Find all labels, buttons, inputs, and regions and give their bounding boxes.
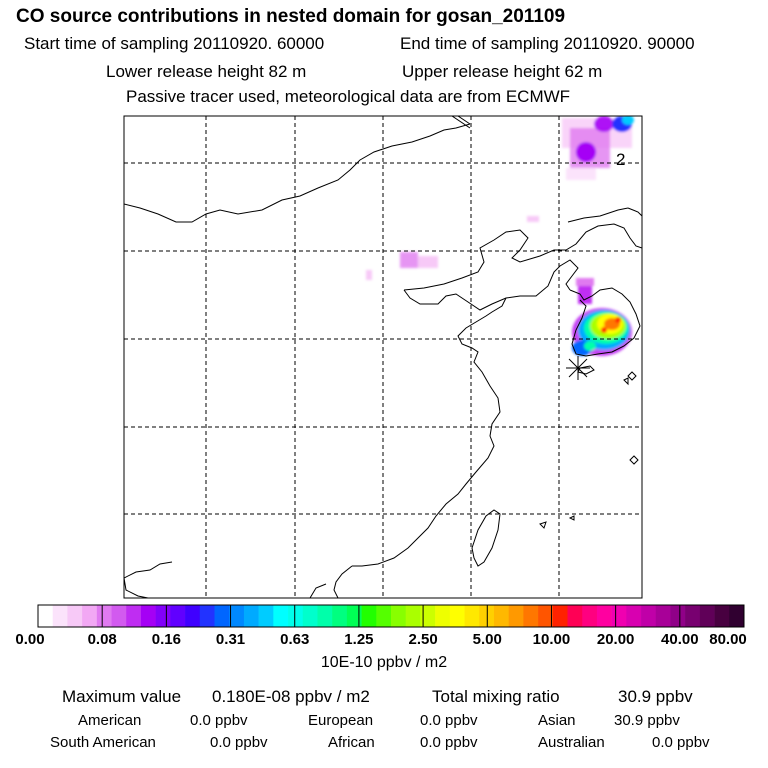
colorbar-cell [538,605,554,627]
colorbar-cell [302,605,318,627]
colorbar-cell [405,605,421,627]
receptor-site-marker [566,356,590,380]
region-name: European [308,712,374,729]
tracer-note-text: Passive tracer used, meteorological data… [126,87,571,106]
colorbar-cell [567,605,583,627]
colorbar-cell [626,605,642,627]
region-name: American [78,712,142,729]
colorbar-frame [37,604,745,628]
colorbar-tick-label: 1.25 [344,631,374,648]
colorbar-tick-label: 2.50 [408,631,438,648]
start-time-text: Start time of sampling 20110920. 60000 [24,34,325,53]
colorbar-cell [714,605,730,627]
colorbar-tick-label: 20.00 [596,631,635,648]
max-value: 0.180E-08 ppbv / m2 [212,687,370,706]
colorbar-cell [523,605,539,627]
colorbar-cell [288,605,304,627]
colorbar [37,605,745,627]
colorbar-tick-label: 0.08 [87,631,117,648]
colorbar-cell [199,605,215,627]
map-frame [123,115,643,599]
colorbar-cell [361,605,377,627]
map-area [124,116,642,598]
colorbar-tick-label: 0.16 [151,631,181,648]
colorbar-tick-label: 0.31 [215,631,246,648]
colorbar-cell [229,605,245,627]
colorbar-cell [508,605,524,627]
colorbar-cell [96,605,112,627]
colorbar-cell [464,605,480,627]
region-value: 30.9 ppbv [614,712,680,729]
colorbar-cell [420,605,436,627]
colorbar-cell [346,605,362,627]
region-value: 0.0 ppbv [210,734,268,751]
colorbar-cell [67,605,83,627]
region-value: 0.0 ppbv [190,712,248,729]
colorbar-cell [332,605,348,627]
colorbar-cell [552,605,568,627]
lat-lon-grid [124,116,642,598]
colorbar-cell [38,605,54,627]
region-value: 0.0 ppbv [420,734,478,751]
concentration-plume [366,116,634,356]
colorbar-cell [493,605,509,627]
colorbar-cell [214,605,230,627]
colorbar-tick-label: 0.63 [280,631,310,648]
region-name: Australian [538,734,605,751]
colorbar-cell [170,605,186,627]
colorbar-cell [435,605,451,627]
colorbar-units: 10E-10 ppbv / m2 [320,654,448,671]
colorbar-cell [670,605,686,627]
colorbar-cell [258,605,274,627]
colorbar-cell [111,605,127,627]
total-mixing-value: 30.9 ppbv [618,687,693,706]
region-value: 0.0 ppbv [420,712,478,729]
colorbar-cell [126,605,142,627]
colorbar-cell [655,605,671,627]
colorbar-cell [273,605,289,627]
colorbar-tick-label: 0.00 [15,631,45,648]
upper-release-text: Upper release height 62 m [402,62,603,81]
colorbar-cell [185,605,201,627]
colorbar-cell [140,605,156,627]
region-value: 0.0 ppbv [652,734,710,751]
colorbar-cell [243,605,259,627]
colorbar-cell [391,605,407,627]
coastlines [124,116,642,598]
colorbar-tick-label: 10.00 [532,631,571,648]
colorbar-tick-label: 40.00 [661,631,699,648]
total-mixing-label: Total mixing ratio [432,687,560,706]
colorbar-tick-label: 5.00 [472,631,502,648]
plot-title: CO source contributions in nested domain… [16,6,566,27]
max-value-label: Maximum value [62,687,182,706]
colorbar-cell [641,605,657,627]
region-name: Asian [538,712,576,729]
colorbar-cell [685,605,701,627]
colorbar-cell [376,605,392,627]
colorbar-cell [729,605,745,627]
colorbar-tick-label: 80.00 [709,631,747,648]
end-time-text: End time of sampling 20110920. 90000 [400,34,695,53]
colorbar-cell [449,605,465,627]
site-number-label: 2 [616,150,625,169]
colorbar-cell [317,605,333,627]
colorbar-cell [596,605,612,627]
region-name: African [328,734,375,751]
colorbar-cell [611,605,627,627]
colorbar-cell [582,605,598,627]
colorbar-cell [479,605,495,627]
colorbar-cell [699,605,715,627]
colorbar-cell [52,605,68,627]
colorbar-cell [155,605,171,627]
lower-release-text: Lower release height 82 m [106,62,307,81]
colorbar-cell [82,605,98,627]
region-name: South American [50,734,156,751]
